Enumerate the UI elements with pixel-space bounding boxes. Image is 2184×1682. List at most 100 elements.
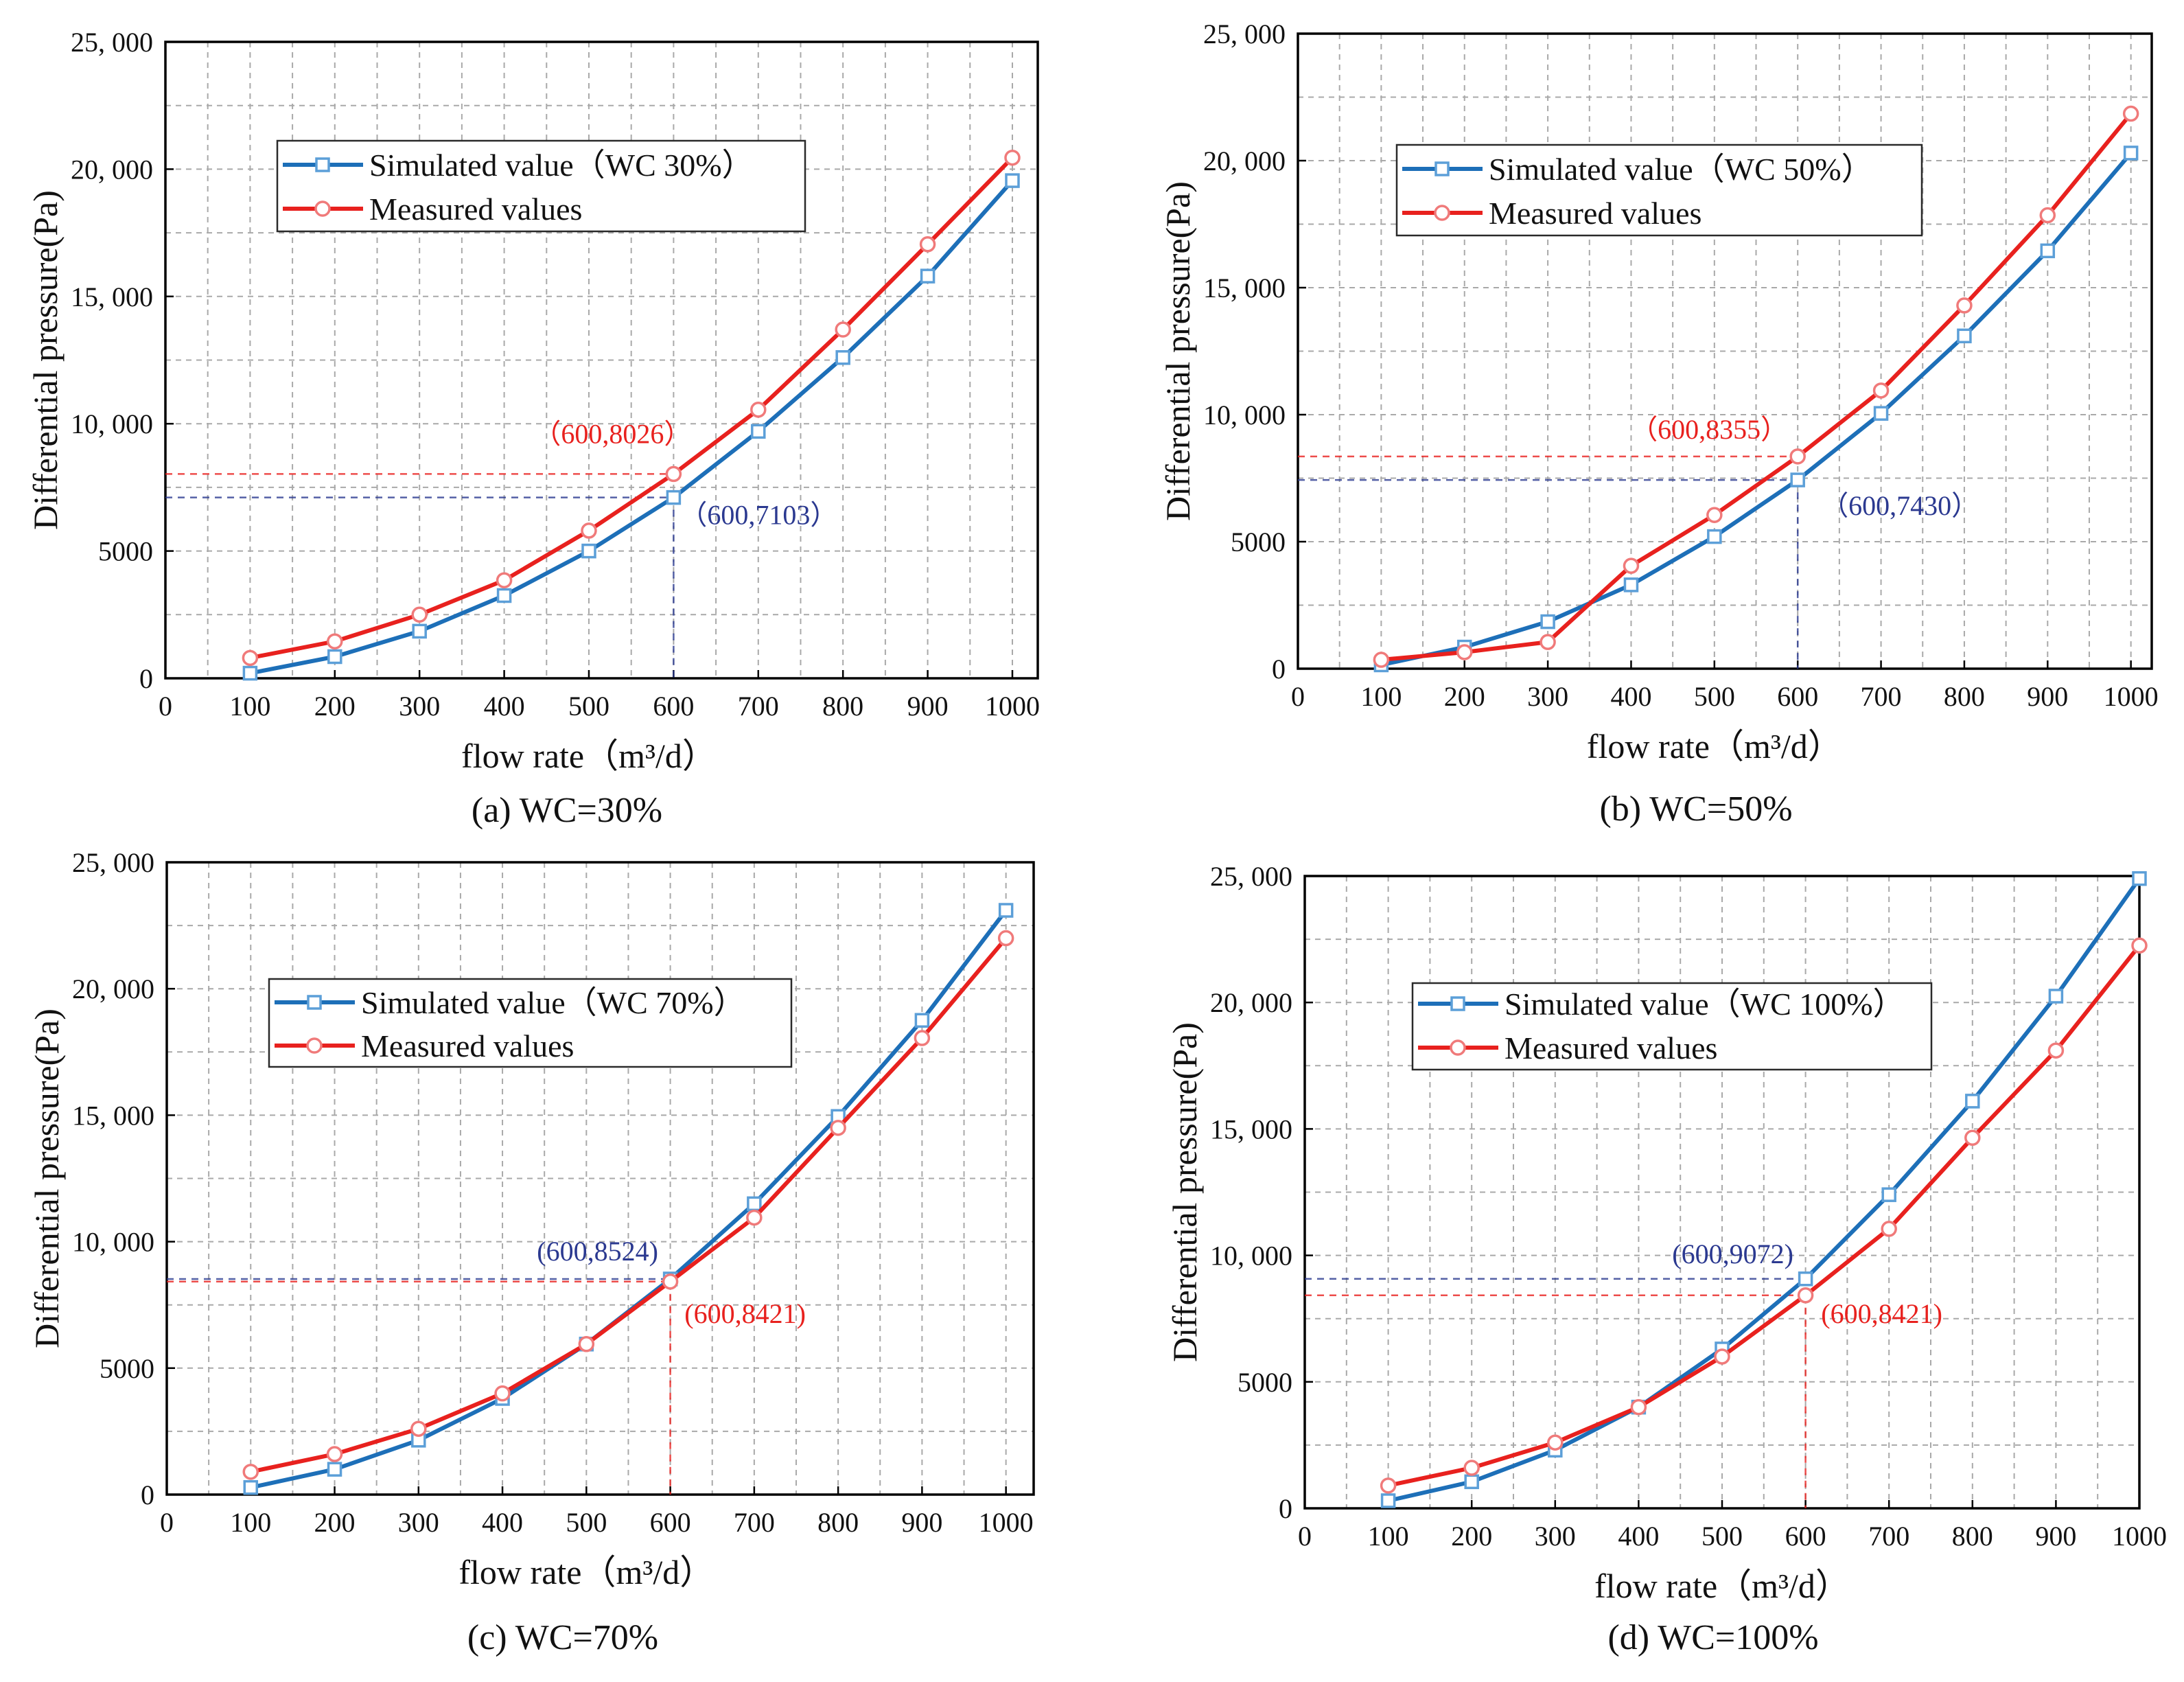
data-point-simulated xyxy=(1873,406,1889,421)
data-point-measured xyxy=(242,649,259,667)
legend-label-simulated: Simulated value（WC 100%） xyxy=(1505,987,1905,1022)
data-point-simulated xyxy=(327,649,342,665)
data-point-measured xyxy=(578,1336,595,1352)
grid xyxy=(165,42,1038,678)
data-point-measured xyxy=(1706,507,1723,523)
panel-caption: (c) WC=70% xyxy=(467,1618,658,1657)
legend-label-measured: Measured values xyxy=(1489,196,1701,231)
x-tick-label: 0 xyxy=(160,1507,174,1538)
x-tick-label: 0 xyxy=(1291,681,1305,712)
x-axis-label: flow rate（m³/d） xyxy=(458,1553,714,1591)
x-tick-label: 400 xyxy=(484,691,525,722)
data-point-simulated xyxy=(242,665,258,681)
x-tick-label: 900 xyxy=(907,691,949,722)
data-point-measured xyxy=(1456,644,1473,660)
x-tick-label: 100 xyxy=(230,1507,271,1538)
series-measured xyxy=(1373,105,2139,668)
data-point-simulated xyxy=(2048,989,2064,1004)
x-tick-label: 500 xyxy=(568,691,609,722)
x-tick-label: 800 xyxy=(1944,681,1985,712)
data-point-measured xyxy=(1964,1129,1981,1147)
y-tick-label: 5000 xyxy=(98,536,153,567)
y-tick-label: 25, 000 xyxy=(71,27,153,58)
panel-caption: (b) WC=50% xyxy=(1599,790,1792,829)
data-point-simulated xyxy=(666,489,682,505)
x-tick-label: 300 xyxy=(399,691,440,722)
x-tick-label: 600 xyxy=(1777,681,1818,712)
data-point-measured xyxy=(242,1464,259,1480)
x-tick-label: 200 xyxy=(314,691,356,722)
panel-caption: (a) WC=30% xyxy=(472,791,662,830)
legend: Simulated value（WC 50%） Measured values xyxy=(1395,143,1923,237)
data-point-simulated xyxy=(412,623,427,639)
data-point-measured xyxy=(1540,634,1556,650)
y-axis-label: Differential pressure(Pa) xyxy=(27,1009,66,1348)
grid xyxy=(1305,876,2139,1508)
series-simulated xyxy=(1380,871,2147,1508)
annotation-guides xyxy=(167,1278,671,1495)
data-point-measured xyxy=(410,1420,427,1437)
data-point-simulated xyxy=(747,1196,762,1212)
data-point-simulated xyxy=(751,424,766,439)
series-line-measured xyxy=(1379,111,2133,662)
data-point-simulated xyxy=(1540,614,1555,630)
y-tick-label: 10, 000 xyxy=(1203,400,1286,430)
data-point-measured xyxy=(411,606,428,623)
y-tick-label: 10, 000 xyxy=(1210,1241,1292,1271)
legend-box xyxy=(1395,143,1923,237)
data-point-simulated xyxy=(914,1013,930,1028)
data-point-measured xyxy=(2131,937,2148,954)
x-tick-label: 300 xyxy=(1527,681,1568,712)
legend-label-measured: Measured values xyxy=(361,1028,574,1063)
y-tick-label: 20, 000 xyxy=(1210,987,1292,1018)
data-point-simulated xyxy=(998,903,1014,918)
annotation-guides xyxy=(1298,455,1799,669)
data-point-simulated xyxy=(1957,328,1972,344)
x-tick-label: 700 xyxy=(1868,1521,1909,1552)
series-measured xyxy=(242,930,1014,1480)
y-tick-label: 5000 xyxy=(1238,1367,1292,1398)
data-point-simulated xyxy=(920,268,936,284)
legend-box xyxy=(276,139,806,233)
legend-marker-simulated xyxy=(1450,996,1465,1011)
data-point-simulated xyxy=(1881,1187,1896,1202)
annotation-label: （600,7103） xyxy=(679,500,837,531)
legend: Simulated value（WC 100%） Measured values xyxy=(1411,982,1933,1071)
data-point-simulated xyxy=(1707,529,1722,544)
data-point-measured xyxy=(1881,1221,1897,1237)
x-tick-label: 300 xyxy=(1535,1521,1576,1552)
x-tick-label: 200 xyxy=(314,1507,356,1538)
data-point-measured xyxy=(1714,1348,1730,1365)
y-tick-label: 0 xyxy=(1279,1493,1292,1524)
series-measured xyxy=(1380,937,2148,1494)
y-tick-label: 20, 000 xyxy=(71,154,153,185)
x-tick-label: 900 xyxy=(2027,681,2068,712)
legend-marker-simulated xyxy=(307,995,322,1010)
x-axis-label: flow rate（m³/d） xyxy=(461,737,717,775)
x-tick-label: 800 xyxy=(822,691,863,722)
y-tick-label: 0 xyxy=(139,663,153,694)
data-point-simulated xyxy=(327,1462,342,1477)
data-point-measured xyxy=(1956,297,1973,314)
legend: Simulated value（WC 30%） Measured values xyxy=(276,139,806,233)
chart-panel-a: 0 100 200 300 400 500 600 700 800 900 1000 0 5000 10,… xyxy=(26,27,1040,830)
x-tick-label: 800 xyxy=(817,1507,859,1538)
x-tick-label: 200 xyxy=(1444,681,1485,712)
plot-frame xyxy=(164,41,1039,680)
legend-marker-simulated xyxy=(315,157,330,172)
legend-label-measured: Measured values xyxy=(1505,1030,1717,1065)
x-tick-label: 0 xyxy=(159,691,172,722)
data-point-measured xyxy=(1380,1477,1397,1494)
y-tick-label: 15, 000 xyxy=(72,1100,154,1131)
legend-box xyxy=(268,978,793,1068)
data-point-simulated xyxy=(1623,577,1639,592)
x-tick-label: 100 xyxy=(1368,1521,1409,1552)
grid xyxy=(1298,34,2152,669)
annotation-label: (600,8421) xyxy=(684,1298,806,1329)
series-line-measured xyxy=(248,936,1008,1474)
legend-label-simulated: Simulated value（WC 30%） xyxy=(369,148,754,183)
legend-label-simulated: Simulated value（WC 70%） xyxy=(361,985,745,1020)
data-point-simulated xyxy=(581,543,596,559)
y-tick-label: 25, 000 xyxy=(1210,861,1292,892)
annotation-label: (600,8421) xyxy=(1821,1298,1942,1329)
